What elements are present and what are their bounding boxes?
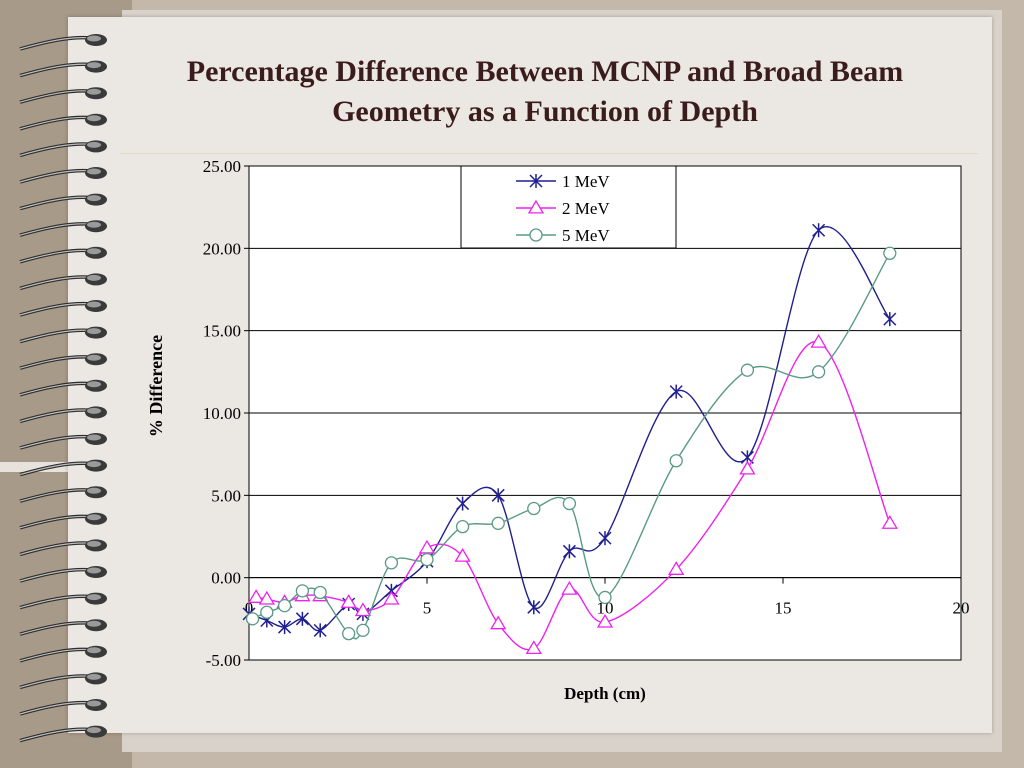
x-tick-label: 10 — [597, 599, 614, 618]
binding-ring — [19, 34, 107, 51]
data-point — [354, 602, 372, 617]
data-point — [598, 590, 612, 605]
y-tick-label: -5.00 — [206, 651, 241, 670]
binding-ring — [19, 326, 107, 344]
data-point — [278, 620, 292, 635]
binding-ring — [19, 140, 107, 158]
x-tick-label: 15 — [775, 599, 792, 618]
data-point — [811, 365, 826, 379]
data-point — [562, 544, 576, 559]
data-point — [883, 312, 897, 327]
data-point — [562, 496, 577, 511]
data-point — [247, 589, 265, 603]
data-point — [740, 363, 755, 377]
data-point — [739, 460, 756, 475]
binding-ring — [19, 433, 107, 450]
binding-ring — [19, 539, 107, 557]
data-point — [883, 246, 897, 260]
slide-title-line-2: Geometry as a Function of Depth — [332, 95, 758, 128]
binding-ring — [19, 379, 107, 397]
data-point — [454, 547, 471, 562]
legend-label: 5 MeV — [562, 226, 610, 245]
binding-ring — [19, 512, 107, 530]
data-point — [295, 611, 309, 626]
binding-ring — [19, 246, 107, 264]
binding-ring — [19, 353, 107, 370]
y-tick-label: 15.00 — [203, 322, 241, 341]
legend-marker — [529, 174, 543, 188]
binding-ring — [19, 672, 107, 690]
legend-marker — [529, 228, 543, 242]
data-point — [258, 590, 275, 605]
data-point — [384, 556, 399, 570]
binding-ring — [19, 87, 107, 104]
data-point — [810, 333, 827, 348]
data-point — [383, 590, 400, 605]
legend: 1 MeV 2 MeV 5 MeV — [460, 165, 677, 249]
x-axis-title: Depth (cm) — [564, 684, 646, 703]
data-point — [525, 640, 542, 655]
spiral-binding — [19, 34, 107, 743]
data-point — [598, 531, 612, 546]
binding-ring — [19, 220, 107, 237]
data-point — [295, 584, 310, 598]
title-divider — [120, 153, 978, 154]
data-point — [245, 612, 260, 626]
data-point — [340, 594, 357, 608]
data-point — [491, 516, 505, 530]
binding-ring — [19, 60, 107, 78]
data-point — [491, 488, 505, 503]
legend-marker — [527, 199, 545, 214]
y-axis-title: % Difference — [146, 335, 166, 437]
data-point — [669, 384, 683, 399]
binding-ring — [19, 699, 107, 716]
binding-ring — [19, 486, 107, 503]
data-point — [313, 623, 327, 638]
y-tick-label: 10.00 — [203, 404, 241, 423]
data-point — [527, 501, 541, 516]
binding-ring — [19, 459, 107, 477]
binding-ring — [19, 592, 107, 610]
data-point — [342, 627, 356, 641]
binding-ring — [19, 113, 107, 131]
data-point — [490, 615, 507, 630]
legend-box — [460, 165, 677, 249]
data-point — [596, 613, 614, 628]
binding-ring — [19, 619, 107, 636]
data-point — [313, 585, 327, 600]
data-point — [812, 223, 826, 238]
data-point — [456, 496, 470, 511]
legend-label: 2 MeV — [562, 199, 610, 218]
legend-label: 1 MeV — [562, 172, 610, 191]
y-tick-label: 25.00 — [203, 157, 241, 176]
data-point — [356, 623, 370, 638]
data-point — [455, 519, 470, 534]
y-tick-label: 0.00 — [211, 569, 241, 588]
binding-ring — [19, 725, 107, 743]
y-tick-label: 5.00 — [211, 486, 241, 505]
binding-ring — [19, 645, 107, 663]
binding-ring — [19, 273, 107, 291]
binding-ring — [19, 406, 107, 424]
notebook-edge-notch — [0, 462, 70, 472]
x-tick-label: 5 — [423, 599, 432, 618]
data-point — [260, 605, 274, 619]
binding-ring — [19, 300, 107, 317]
data-point — [561, 580, 578, 595]
binding-ring — [19, 167, 107, 184]
data-point — [881, 515, 898, 529]
data-point — [420, 552, 434, 567]
data-point — [527, 600, 541, 615]
data-point — [668, 561, 685, 575]
x-tick-label: 20 — [953, 599, 970, 618]
binding-ring — [19, 566, 107, 583]
binding-ring — [19, 193, 107, 211]
slide-title-line-1: Percentage Difference Between MCNP and B… — [186, 55, 904, 88]
data-point — [669, 454, 683, 468]
y-tick-label: 20.00 — [203, 239, 241, 258]
slide-title: Percentage Difference Between MCNP and B… — [120, 52, 970, 132]
data-point — [277, 599, 292, 613]
